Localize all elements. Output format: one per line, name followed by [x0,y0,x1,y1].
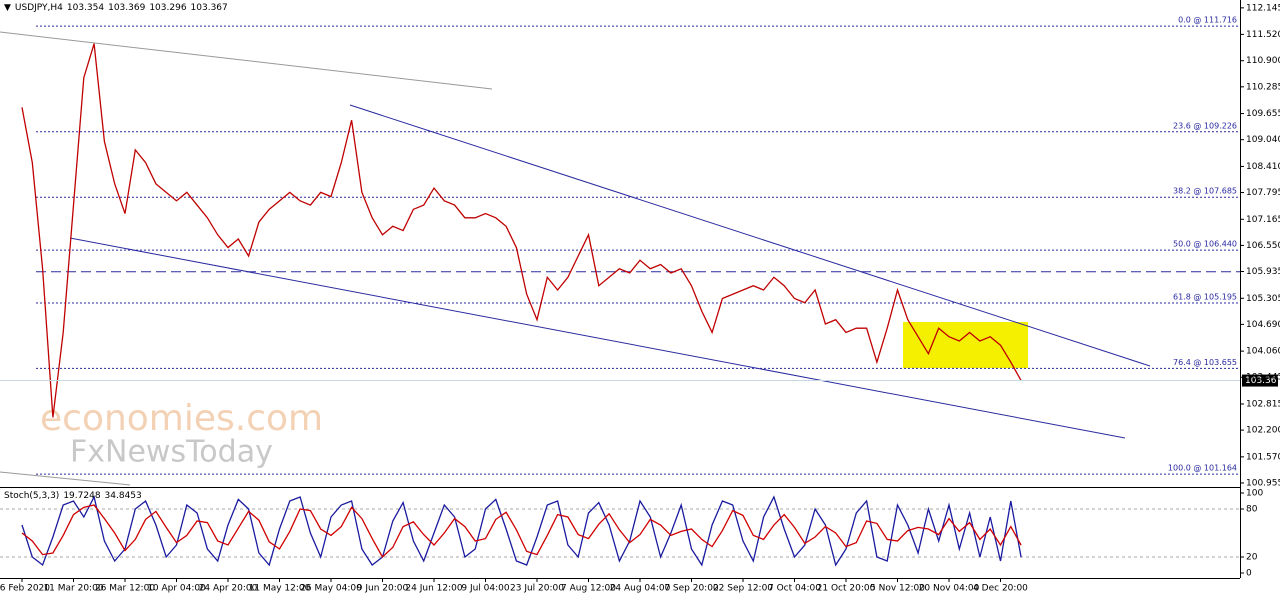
y-tick-label: 109.655 [1246,109,1280,119]
y-tick-label: 104.690 [1246,320,1280,330]
x-tick-label: 4 Dec 20:00 [973,584,1028,594]
x-tick-label: 21 Oct 20:00 [817,584,876,594]
y-tick-label: 107.165 [1246,215,1280,225]
trend-line [0,31,493,90]
y-tick-label: 108.410 [1246,162,1280,172]
price-tag-label: 103.367 [1245,376,1280,386]
x-tick-label: 26 Mar 12:00 [95,584,155,594]
x-tick-label: 23 Jul 20:00 [510,584,564,594]
series-line [21,495,1022,567]
x-tick-label: 5 Nov 12:00 [870,584,925,594]
symbol: USDJPY,H4 [14,3,63,13]
series-line [21,43,1022,418]
y-tick-label: 104.060 [1246,347,1280,357]
x-tick-label: 20 Nov 04:00 [919,584,980,594]
y-tick-label: 20 [1246,553,1258,563]
x-tick-label: 24 Apr 20:00 [199,584,258,594]
y-tick-label: 0 [1246,569,1252,579]
y-tick-label: 105.935 [1246,267,1280,277]
fib-label: 100.0 @ 101.164 [1168,464,1237,473]
y-tick-label: 110.900 [1246,56,1280,66]
x-tick-label: 11 May 12:00 [249,584,311,594]
fib-label: 50.0 @ 106.440 [1173,240,1237,249]
channel-lower [69,237,1126,439]
x-tick-label: 7 Oct 04:00 [768,584,821,594]
y-tick-label: 101.570 [1246,452,1280,462]
x-tick-label: 9 Jun 20:00 [357,584,409,594]
low: 103.296 [149,3,187,13]
y-tick-label: 109.040 [1246,135,1280,145]
y-tick-label: 106.550 [1246,241,1280,251]
watermark: FxNewsToday [70,435,273,470]
stoch-signal-value: 34.8453 [104,491,142,501]
series-line [21,504,1022,559]
y-tick-label: 100.955 [1246,478,1280,488]
y-tick-label: 102.200 [1246,426,1280,436]
header: ▼ USDJPY,H4 103.354 103.369 103.296 103.… [4,3,228,13]
trend-line [0,471,131,486]
x-tick-label: 7 Aug 12:00 [561,584,616,594]
x-tick-label: 7 Sep 20:00 [664,584,719,594]
fib-label: 23.6 @ 109.226 [1173,121,1237,130]
y-tick-label: 105.305 [1246,294,1280,304]
stoch-header: Stoch(5,3,3) 19.7248 34.8453 [4,491,142,501]
x-tick-label: 24 Aug 04:00 [610,584,671,594]
y-tick-label: 103.445 [1246,373,1280,383]
fib-label: 76.4 @ 103.655 [1173,358,1237,367]
y-tick-label: 100 [1246,489,1263,499]
high: 103.369 [108,3,146,13]
arrow: ▼ [4,3,11,13]
stoch-title: Stoch(5,3,3) [4,491,60,501]
y-tick-label: 80 [1246,505,1258,515]
y-tick-label: 112.145 [1246,3,1280,13]
y-tick-label: 107.795 [1246,188,1280,198]
channel-upper [349,104,1151,367]
x-tick-label: 9 Jul 04:00 [461,584,510,594]
x-tick-label: 24 Jun 12:00 [405,584,462,594]
y-tick-label: 111.520 [1246,30,1280,40]
y-tick-label: 110.285 [1246,82,1280,92]
price-tag [1242,374,1278,387]
fib-label: 38.2 @ 107.685 [1173,187,1237,196]
x-tick-label: 11 Mar 20:00 [43,584,103,594]
x-tick-label: 26 May 04:00 [300,584,362,594]
open: 103.354 [66,3,105,13]
watermark: economies.com [40,398,323,439]
close: 103.367 [190,3,228,13]
x-tick-label: 26 Feb 2020 [0,584,50,594]
fib-label: 0.0 @ 111.716 [1178,16,1237,25]
highlight-box [903,322,1028,368]
x-tick-label: 22 Sep 12:00 [713,584,773,594]
x-tick-label: 10 Apr 04:00 [147,584,206,594]
fib-label: 61.8 @ 105.195 [1173,292,1237,301]
y-tick-label: 102.815 [1246,399,1280,409]
stoch-main-value: 19.7248 [63,491,101,501]
